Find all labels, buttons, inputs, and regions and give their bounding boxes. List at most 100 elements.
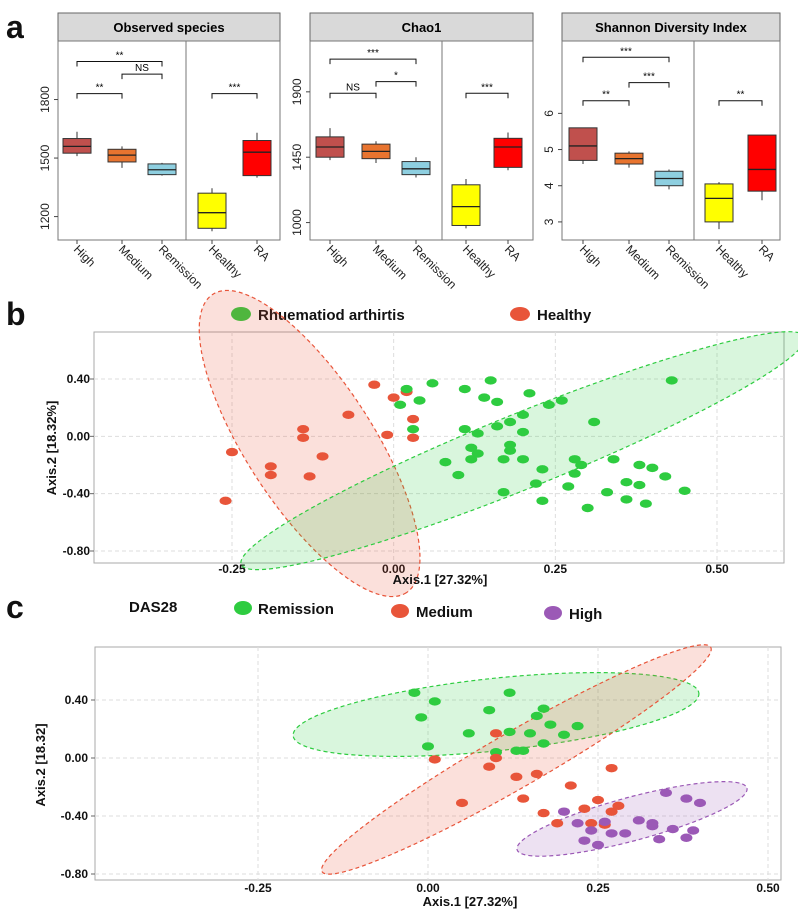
x-tick-label-medium: Medium (370, 242, 410, 282)
legend-b-ra-swatch (231, 307, 251, 321)
legend-c-remission-label: Remission (258, 601, 334, 618)
point-rhuematiod-arthirtis (491, 397, 504, 407)
y-tick-label: 1800 (38, 86, 52, 113)
point-medium (490, 753, 502, 763)
plot-frame (93, 331, 785, 564)
boxplot-shannon: Shannon Diversity Index 3 4 5 6 High Medium Rem… (542, 12, 781, 292)
box-healthy (451, 184, 481, 226)
significance-bracket (718, 100, 763, 106)
x-tick-label-ra: RA (756, 242, 778, 264)
point-rhuematiod-arthirtis (568, 455, 581, 464)
point-remission (558, 730, 570, 739)
point-high (592, 840, 604, 850)
legend-b-healthy-label: Healthy (537, 307, 592, 324)
point-rhuematiod-arthirtis (639, 499, 652, 508)
point-medium (530, 769, 543, 779)
point-rhuematiod-arthirtis (478, 393, 491, 402)
legend-c-high-label: High (569, 606, 602, 623)
y-tick-label: 1900 (290, 78, 304, 105)
chart-title: Chao1 (402, 20, 442, 35)
y-tick-label: 0.00 (67, 429, 91, 443)
point-high (680, 833, 693, 842)
point-rhuematiod-arthirtis (471, 429, 484, 438)
y-tick-label: 4 (542, 182, 556, 189)
point-rhuematiod-arthirtis (471, 449, 484, 458)
x-tick-label-remission: Remission (410, 242, 460, 292)
point-medium (585, 819, 598, 828)
point-rhuematiod-arthirtis (484, 376, 497, 385)
point-rhuematiod-arthirtis (633, 460, 646, 470)
title-strip (561, 12, 781, 42)
point-rhuematiod-arthirtis (659, 472, 672, 481)
significance-bracket (76, 93, 123, 99)
point-rhuematiod-arthirtis (665, 376, 678, 385)
point-rhuematiod-arthirtis (588, 417, 601, 427)
x-tick-label: 0.00 (382, 562, 406, 576)
significance-bracket (582, 56, 670, 63)
legend-c-remission-swatch (234, 601, 252, 615)
x-tick-label: -0.25 (218, 562, 246, 576)
legend-b: Rhuematiod arthirtis Healthy (231, 307, 592, 324)
point-rhuematiod-arthirtis (529, 479, 542, 488)
point-rhuematiod-arthirtis (568, 469, 581, 478)
point-healthy (381, 430, 394, 440)
point-high (558, 807, 570, 816)
point-rhuematiod-arthirtis (562, 482, 575, 491)
point-high (680, 794, 693, 803)
legend-c-title: DAS28 (129, 599, 177, 616)
point-high (694, 798, 706, 808)
point-rhuematiod-arthirtis (426, 379, 439, 388)
point-rhuematiod-arthirtis (504, 417, 517, 427)
confidence-ellipse-medium (320, 644, 712, 875)
point-medium (612, 801, 625, 811)
point-rhuematiod-arthirtis (452, 470, 465, 480)
box-ra (747, 134, 777, 192)
y-tick-label: -0.40 (61, 809, 89, 823)
significance-label: ** (602, 90, 610, 101)
x-tick-label-healthy: Healthy (713, 242, 752, 281)
x-tick-label-ra: RA (251, 242, 273, 264)
point-rhuematiod-arthirtis (413, 396, 426, 405)
point-remission (571, 721, 584, 731)
point-medium (551, 819, 564, 828)
point-healthy (387, 393, 400, 402)
x-tick-label-healthy: Healthy (460, 242, 499, 281)
point-rhuematiod-arthirtis (458, 424, 471, 434)
point-rhuematiod-arthirtis (542, 400, 555, 409)
significance-bracket (76, 60, 163, 67)
x-tick-label: 0.25 (586, 881, 610, 895)
significance-bracket (628, 82, 670, 88)
point-healthy (264, 470, 277, 480)
point-healthy (407, 433, 420, 442)
y-tick-label: 0.40 (67, 372, 91, 386)
title-strip (309, 12, 534, 42)
significance-label: *** (367, 48, 379, 59)
point-rhuematiod-arthirtis (458, 384, 471, 394)
point-healthy (226, 447, 238, 457)
point-remission (537, 704, 550, 713)
point-rhuematiod-arthirtis (601, 488, 614, 497)
boxplot-chao1: Chao1 1000 1450 1900 High Medium Remission Heal… (290, 12, 534, 292)
pcoa-plot-das28: -0.25 0.00 0.25 0.50 -0.80 -0.40 0.00 0.40 Axis.… (33, 644, 782, 909)
y-tick-label: -0.80 (61, 867, 89, 881)
y-tick-label: 3 (542, 218, 556, 225)
legend-c: DAS28 Remission Medium High (129, 599, 602, 623)
significance-bracket (329, 58, 417, 65)
point-rhuematiod-arthirtis (407, 424, 420, 434)
point-rhuematiod-arthirtis (465, 443, 478, 452)
point-remission (503, 688, 516, 697)
significance-bracket (465, 92, 509, 99)
y-tick-label: 1450 (290, 144, 304, 171)
point-rhuematiod-arthirtis (536, 465, 549, 474)
point-rhuematiod-arthirtis (523, 389, 536, 398)
x-axis-label: Axis.1 [27.32%] (423, 894, 518, 909)
significance-label: *** (643, 72, 655, 83)
point-remission (503, 727, 516, 737)
legend-c-medium-swatch (391, 604, 409, 618)
x-tick-label-high: High (577, 242, 604, 269)
point-rhuematiod-arthirtis (517, 410, 529, 420)
point-remission (537, 739, 550, 748)
legend-c-medium-label: Medium (416, 604, 473, 621)
y-tick-label: 1200 (38, 203, 52, 230)
